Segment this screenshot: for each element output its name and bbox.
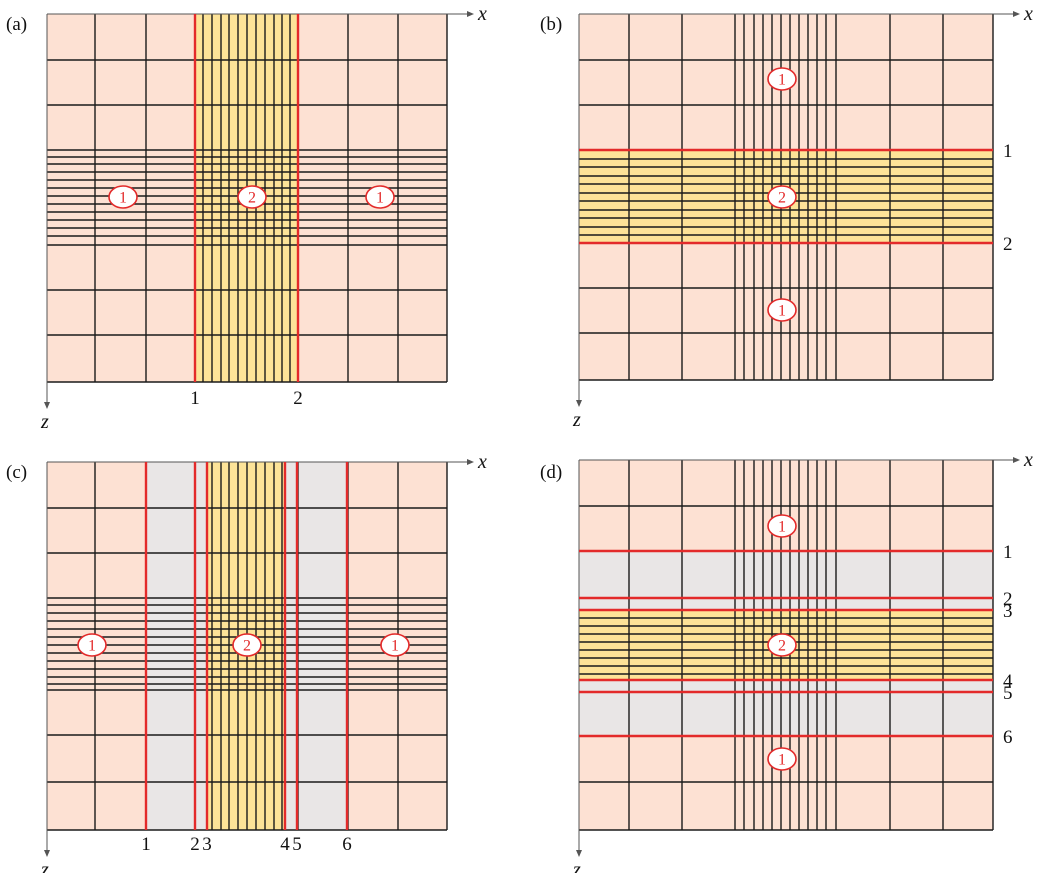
boundary-number: 2 — [293, 388, 303, 409]
region-marker-number: 1 — [778, 303, 786, 320]
region-marker-circle — [767, 747, 797, 771]
region-marker-circle — [767, 633, 797, 657]
region-marker: 1 — [767, 514, 797, 538]
boundary-number: 1 — [1003, 141, 1013, 162]
region-marker: 1 — [108, 185, 138, 209]
region-transition — [579, 551, 993, 610]
z-axis-arrow-icon — [576, 400, 582, 407]
region-marker-circle — [767, 514, 797, 538]
region-marker: 1 — [767, 298, 797, 322]
z-axis-label: z — [572, 859, 581, 873]
region-marker: 2 — [767, 633, 797, 657]
z-axis-label: z — [572, 409, 581, 431]
boundary-number: 5 — [292, 834, 302, 855]
region-marker-number: 1 — [88, 638, 96, 655]
region-marker-circle — [767, 67, 797, 91]
boundary-number: 2 — [190, 834, 200, 855]
z-axis-label: z — [40, 859, 49, 873]
region-marker-circle — [77, 633, 107, 657]
boundary-number: 6 — [342, 834, 352, 855]
boundary-number: 4 — [280, 834, 290, 855]
region-marker-number: 1 — [119, 190, 127, 207]
boundary-number: 4 — [1003, 671, 1013, 692]
region-marker-number: 2 — [778, 638, 786, 655]
panel-label: (a) — [6, 14, 27, 35]
boundary-number: 1 — [141, 834, 151, 855]
region-marker-number: 1 — [778, 72, 786, 89]
region-marker: 2 — [237, 185, 267, 209]
boundary-number: 3 — [1003, 601, 1013, 622]
boundary-number: 2 — [1003, 234, 1013, 255]
x-axis-arrow-icon — [467, 459, 474, 465]
region-marker: 1 — [767, 67, 797, 91]
region-marker-number: 2 — [243, 638, 251, 655]
region-marker-circle — [232, 633, 262, 657]
boundary-number: 1 — [1003, 542, 1013, 563]
z-axis-arrow-icon — [44, 402, 50, 409]
region-marker-circle — [237, 185, 267, 209]
panel-label: (c) — [6, 462, 27, 483]
region-transition — [146, 462, 207, 830]
region-marker: 2 — [767, 185, 797, 209]
boundary-number: 3 — [202, 834, 212, 855]
x-axis-arrow-icon — [1013, 457, 1020, 463]
region-marker-circle — [365, 185, 395, 209]
region-marker-number: 2 — [248, 190, 256, 207]
region-marker: 1 — [380, 633, 410, 657]
region-marker-number: 1 — [778, 519, 786, 536]
panel-c: xz1 2 3 4 5 61 2 1(c) — [6, 451, 487, 873]
region-marker-number: 1 — [778, 752, 786, 769]
region-marker-number: 1 — [391, 638, 399, 655]
z-axis-arrow-icon — [576, 850, 582, 857]
x-axis-arrow-icon — [467, 11, 474, 17]
panel-b: x z 1 2 1 2 1 (b) — [540, 3, 1033, 431]
panel-label: (b) — [540, 14, 562, 35]
region-marker-number: 2 — [778, 190, 786, 207]
boundary-number: 1 — [190, 388, 200, 409]
region-marker-circle — [767, 298, 797, 322]
region-marker-circle — [767, 185, 797, 209]
x-axis-label: x — [477, 451, 487, 473]
z-axis-arrow-icon — [44, 850, 50, 857]
x-axis-label: x — [1023, 3, 1033, 25]
region-marker-circle — [380, 633, 410, 657]
panel-label: (d) — [540, 462, 562, 483]
region-marker-number: 1 — [376, 190, 384, 207]
boundary-number: 2 — [1003, 589, 1013, 610]
x-axis-arrow-icon — [1013, 11, 1020, 17]
z-axis-label: z — [40, 411, 49, 433]
panel-a: x z 1 2 1 2 1 (a) — [6, 3, 487, 433]
boundary-number: 5 — [1003, 683, 1013, 704]
x-axis-label: x — [1023, 449, 1033, 471]
region-marker: 1 — [767, 747, 797, 771]
region-marker: 1 — [77, 633, 107, 657]
x-axis-label: x — [477, 3, 487, 25]
region-transition — [579, 680, 993, 736]
region-transition — [285, 462, 347, 830]
region-marker-circle — [108, 185, 138, 209]
region-marker: 2 — [232, 633, 262, 657]
region-marker: 1 — [365, 185, 395, 209]
boundary-number: 6 — [1003, 727, 1013, 748]
